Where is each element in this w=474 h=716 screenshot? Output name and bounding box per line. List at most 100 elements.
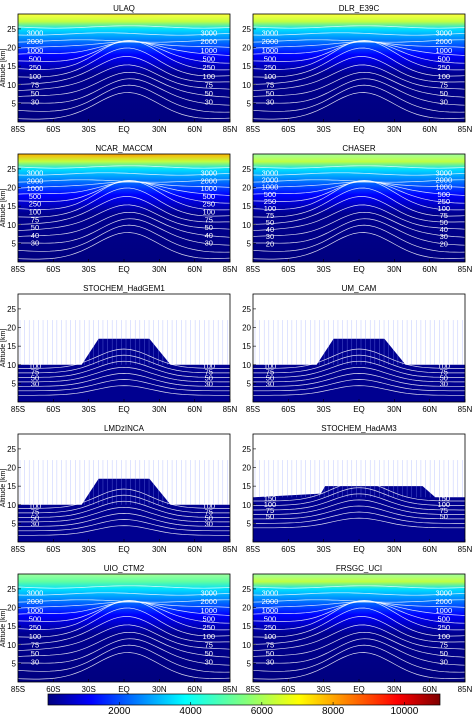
contour-label: 100 — [203, 501, 216, 510]
x-tick-label: 85S — [246, 265, 260, 274]
contour-line — [253, 224, 465, 253]
contour-label: 3000 — [262, 29, 279, 38]
x-tick-label: 60N — [422, 685, 437, 694]
contour-line — [253, 379, 465, 392]
contour-label: 3000 — [435, 29, 452, 38]
y-tick-label: 20 — [7, 464, 16, 473]
contour-label: 75 — [266, 506, 274, 515]
x-tick-label: 60N — [187, 265, 202, 274]
y-tick-label: 20 — [7, 324, 16, 333]
x-tick-label: 60N — [422, 405, 437, 414]
x-tick-label: EQ — [353, 545, 365, 554]
x-tick-label: EQ — [118, 125, 130, 134]
y-tick-label: 20 — [242, 464, 251, 473]
x-tick-label: 60N — [422, 545, 437, 554]
contour-line — [18, 519, 230, 532]
contour-label: 75 — [440, 640, 448, 649]
contour-line — [18, 488, 230, 509]
contour-label: 2000 — [27, 176, 44, 185]
y-tick-label: 25 — [7, 25, 16, 34]
contour-label: 250 — [438, 623, 451, 632]
colorbar: 2000 4000 6000 8000 10000 — [47, 693, 441, 716]
contour-line — [18, 47, 230, 78]
y-tick-label: 5 — [247, 659, 252, 668]
x-tick-label: 85S — [246, 125, 260, 134]
contour-label: 250 — [264, 623, 277, 632]
contour-line — [18, 354, 230, 374]
y-tick-label: 5 — [247, 99, 252, 108]
contour-label: 50 — [440, 373, 448, 382]
x-tick-label: EQ — [353, 125, 365, 134]
contour-label: 75 — [31, 215, 39, 224]
contour-label: 500 — [264, 615, 277, 624]
contour-line — [253, 32, 465, 36]
contour-label: 500 — [438, 615, 451, 624]
x-tick-label: 85S — [246, 545, 260, 554]
contour-line — [253, 187, 465, 218]
y-tick-label: 20 — [7, 44, 16, 53]
contour-label: 75 — [205, 507, 213, 516]
y-tick-label: 10 — [7, 361, 16, 370]
contour-label: 500 — [29, 192, 42, 201]
panel-title: NCAR_MACCM — [95, 144, 153, 153]
contour-label: 50 — [440, 89, 448, 98]
contour-line — [253, 41, 465, 56]
contour-line — [18, 181, 230, 196]
contour-label: 500 — [264, 55, 277, 64]
contour-line — [18, 32, 230, 36]
y-tick-label: 10 — [7, 641, 16, 650]
field-fill — [18, 478, 230, 542]
y-tick-label: 20 — [7, 604, 16, 613]
contour-line — [18, 373, 230, 387]
contour-line — [18, 592, 230, 596]
contour-label: 3000 — [27, 29, 44, 38]
contour-line — [253, 638, 465, 666]
contour-label: 100 — [438, 632, 451, 641]
y-tick-label: 25 — [7, 305, 16, 314]
contour-line — [18, 92, 230, 120]
x-tick-label: 30N — [152, 265, 167, 274]
x-tick-label: 85S — [11, 405, 25, 414]
contour-label: 30 — [31, 379, 39, 388]
contour-line — [18, 204, 230, 231]
contour-label: 100 — [203, 632, 216, 641]
contour-line — [253, 348, 465, 369]
contour-line — [253, 511, 465, 524]
contour-label: 75 — [205, 640, 213, 649]
panel-title: STOCHEM_HadGEM1 — [83, 284, 165, 293]
contour-label: 50 — [205, 89, 213, 98]
x-tick-label: 30S — [82, 265, 96, 274]
x-tick-label: 30N — [152, 545, 167, 554]
contour-label: 100 — [438, 204, 451, 213]
contour-line — [18, 165, 230, 169]
contour-line — [18, 218, 230, 246]
contour-label: 500 — [203, 615, 216, 624]
contour-label: 75 — [440, 211, 448, 220]
contour-label: 250 — [203, 63, 216, 72]
y-tick-label: 20 — [242, 324, 251, 333]
contour-line — [253, 481, 465, 502]
contour-label: 50 — [31, 513, 39, 522]
y-tick-label: 5 — [247, 379, 252, 388]
contour-line — [253, 47, 465, 78]
y-tick-label: 5 — [12, 519, 17, 528]
contour-line — [18, 638, 230, 666]
peak-region — [269, 14, 449, 36]
contour-line — [253, 196, 465, 225]
contour-label: 100 — [29, 72, 42, 81]
y-tick-label: 15 — [242, 202, 251, 211]
colorbar-gradient — [47, 693, 441, 706]
x-tick-label: 60S — [281, 125, 295, 134]
contour-label: 50 — [266, 649, 274, 658]
y-tick-label: 15 — [242, 482, 251, 491]
contour-line — [18, 39, 230, 71]
contour-label: 1000 — [435, 606, 452, 615]
x-tick-label: 30S — [82, 125, 96, 134]
contour-label: 250 — [438, 197, 451, 206]
contour-label: 100 — [264, 72, 277, 81]
contour-label: 500 — [203, 55, 216, 64]
x-tick-label: 85S — [246, 405, 260, 414]
